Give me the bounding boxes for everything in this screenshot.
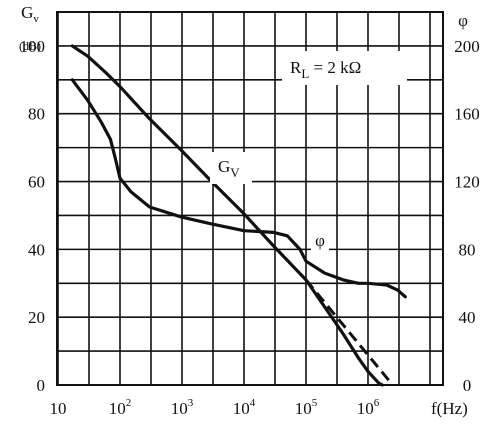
series-line-gv xyxy=(70,44,384,387)
annotation-rl: RL = 2 kΩ xyxy=(290,58,361,81)
left-axis-unit: (dB) xyxy=(19,39,41,53)
x-tick-label: 102 xyxy=(109,397,132,418)
annotation-gv-background xyxy=(210,152,252,184)
x-tick-label: 106 xyxy=(357,397,380,418)
x-tick-label: 104 xyxy=(233,397,256,418)
series-line-gv-extrapolation xyxy=(304,278,394,386)
left-tick-label: 80 xyxy=(28,105,45,124)
series-line-- xyxy=(70,78,407,299)
left-tick-label: 20 xyxy=(28,308,45,327)
x-tick-label: 105 xyxy=(295,397,318,418)
annotation-gv: GV xyxy=(218,157,240,180)
x-tick-label: 103 xyxy=(171,397,194,418)
right-tick-label: 160 xyxy=(454,105,480,124)
x-tick-label: 10 xyxy=(50,399,67,418)
left-tick-label: 40 xyxy=(28,240,45,259)
left-tick-label: 60 xyxy=(28,173,45,192)
left-axis-label: Gv xyxy=(21,3,39,25)
right-tick-label: 40 xyxy=(459,308,476,327)
right-axis-label: φ xyxy=(458,11,468,30)
left-tick-label: 100 xyxy=(20,37,46,56)
right-tick-label: 120 xyxy=(454,173,480,192)
annotation-rl-background xyxy=(282,51,407,85)
right-tick-label: 0 xyxy=(463,376,472,395)
x-axis-label: f(Hz) xyxy=(431,399,468,418)
left-tick-label: 0 xyxy=(37,376,46,395)
annotation-phi: φ xyxy=(315,231,325,250)
right-tick-label: 80 xyxy=(459,240,476,259)
annotation-phi-background xyxy=(311,229,329,251)
right-tick-label: 200 xyxy=(454,37,480,56)
plot-frame xyxy=(56,11,444,386)
